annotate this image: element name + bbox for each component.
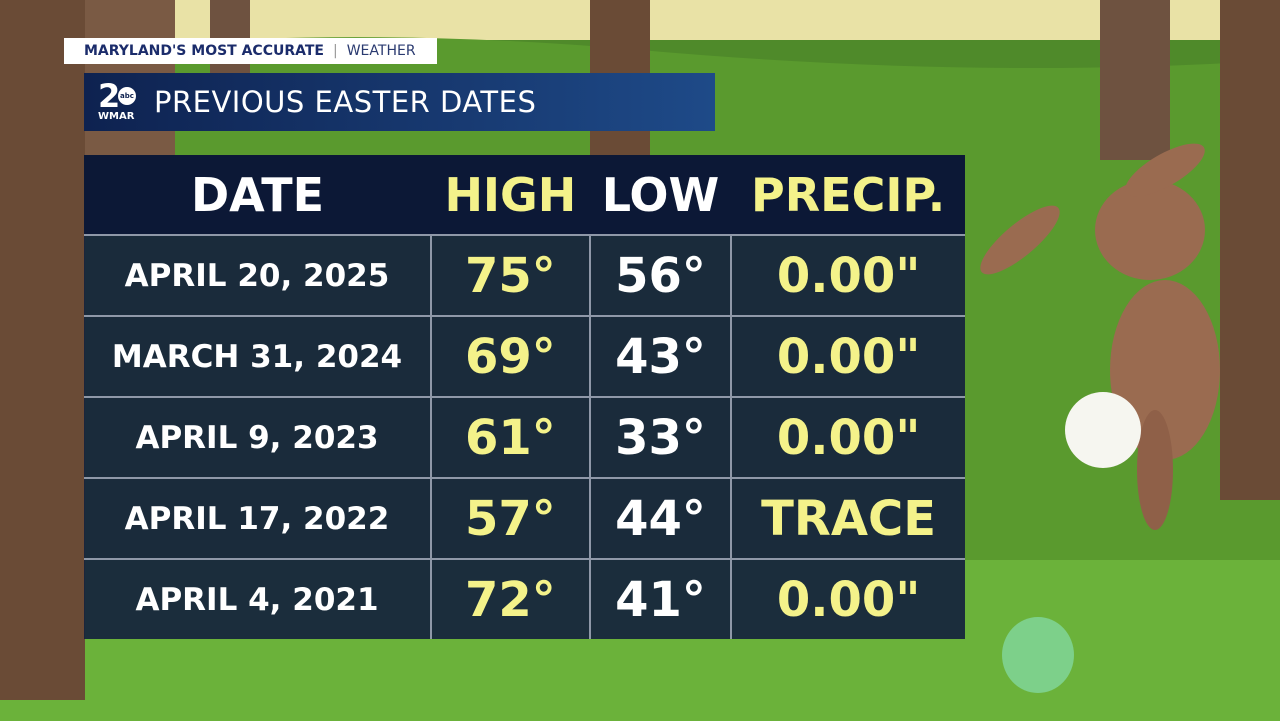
logo-station: WMAR — [98, 111, 135, 122]
value-cell: TRACE — [730, 477, 965, 560]
column-header: LOW — [589, 155, 732, 235]
column-header: DATE — [84, 155, 431, 235]
date-cell: APRIL 20, 2025 — [84, 234, 432, 317]
logo-number: 2 — [98, 77, 121, 115]
date-cell: APRIL 9, 2023 — [84, 396, 432, 479]
value-cell: 61° — [430, 396, 591, 479]
value-cell: 43° — [588, 315, 733, 398]
value-cell: 69° — [430, 315, 591, 398]
value-cell: 41° — [588, 558, 733, 639]
date-cell: APRIL 4, 2021 — [84, 558, 432, 639]
tag-section: WEATHER — [346, 43, 416, 59]
value-cell: 0.00" — [730, 558, 965, 639]
value-cell: 0.00" — [730, 396, 965, 479]
network-tag: MARYLAND'S MOST ACCURATE | WEATHER — [64, 38, 437, 64]
title: PREVIOUS EASTER DATES — [154, 85, 537, 119]
table-row: APRIL 17, 2022 57° 44° TRACE — [84, 477, 965, 560]
value-cell: 57° — [430, 477, 591, 560]
header-row: DATE HIGH LOW PRECIP. — [84, 155, 965, 235]
title-bar: 2 abc WMAR PREVIOUS EASTER DATES — [84, 73, 715, 131]
value-cell: 72° — [430, 558, 591, 639]
table-row: MARCH 31, 2024 69° 43° 0.00" — [84, 315, 965, 398]
date-cell: APRIL 17, 2022 — [84, 477, 432, 560]
column-header: HIGH — [431, 155, 590, 235]
table-row: APRIL 20, 2025 75° 56° 0.00" — [84, 234, 965, 317]
value-cell: 33° — [588, 396, 733, 479]
date-cell: MARCH 31, 2024 — [84, 315, 432, 398]
weather-table: DATE HIGH LOW PRECIP. APRIL 20, 2025 75° 56° 0.… — [84, 155, 965, 639]
value-cell: 75° — [430, 234, 591, 317]
table-row: APRIL 4, 2021 72° 41° 0.00" — [84, 558, 965, 639]
value-cell: 0.00" — [730, 315, 965, 398]
column-header: PRECIP. — [731, 155, 965, 235]
logo: 2 abc WMAR — [84, 73, 136, 131]
value-cell: 44° — [588, 477, 733, 560]
logo-network: abc — [118, 87, 136, 105]
value-cell: 0.00" — [730, 234, 965, 317]
value-cell: 56° — [588, 234, 733, 317]
tag-text: MARYLAND'S MOST ACCURATE — [84, 43, 324, 59]
table-row: APRIL 9, 2023 61° 33° 0.00" — [84, 396, 965, 479]
